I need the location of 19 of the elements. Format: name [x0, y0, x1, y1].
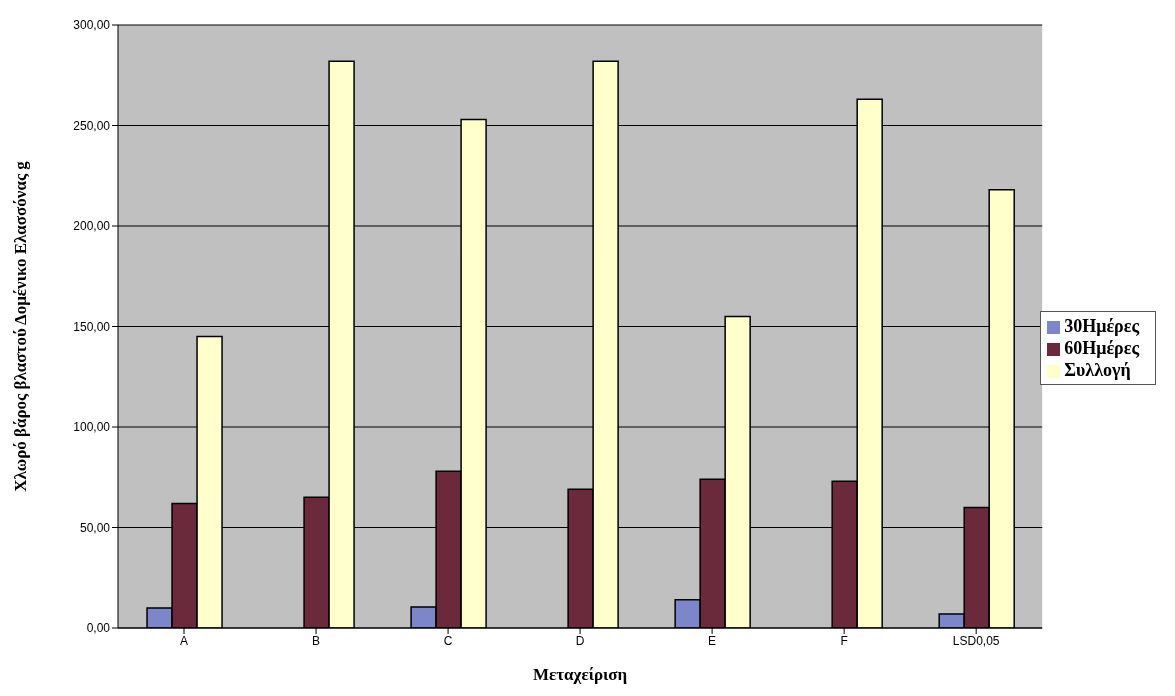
legend-label: 60Ημέρες [1064, 338, 1139, 358]
y-tick-label: 100,00 [73, 420, 111, 435]
y-tick-label: 50,00 [79, 520, 111, 535]
y-tick-label: 0,00 [86, 621, 111, 636]
y-tick-label: 200,00 [73, 219, 111, 234]
x-tick-label: A [180, 633, 189, 648]
legend-label: Συλλογή [1064, 360, 1131, 380]
y-tick-label: 300,00 [73, 18, 111, 33]
y-tick-label: 150,00 [73, 319, 111, 334]
y-axis-title: Χλωρό βάρος βλαστού Δομένικο Ελασσόνας g [11, 160, 31, 492]
x-tick-label: D [575, 633, 585, 648]
x-tick-label: F [840, 633, 848, 648]
x-tick-label: E [708, 633, 717, 648]
x-tick-label: C [443, 633, 453, 648]
x-tick-label: LSD0,05 [952, 633, 1000, 648]
legend-label: 30Ημέρες [1064, 316, 1139, 336]
x-tick-label: B [312, 633, 321, 648]
x-axis-title: Μεταχείριση [532, 665, 628, 684]
y-tick-label: 250,00 [73, 118, 111, 133]
